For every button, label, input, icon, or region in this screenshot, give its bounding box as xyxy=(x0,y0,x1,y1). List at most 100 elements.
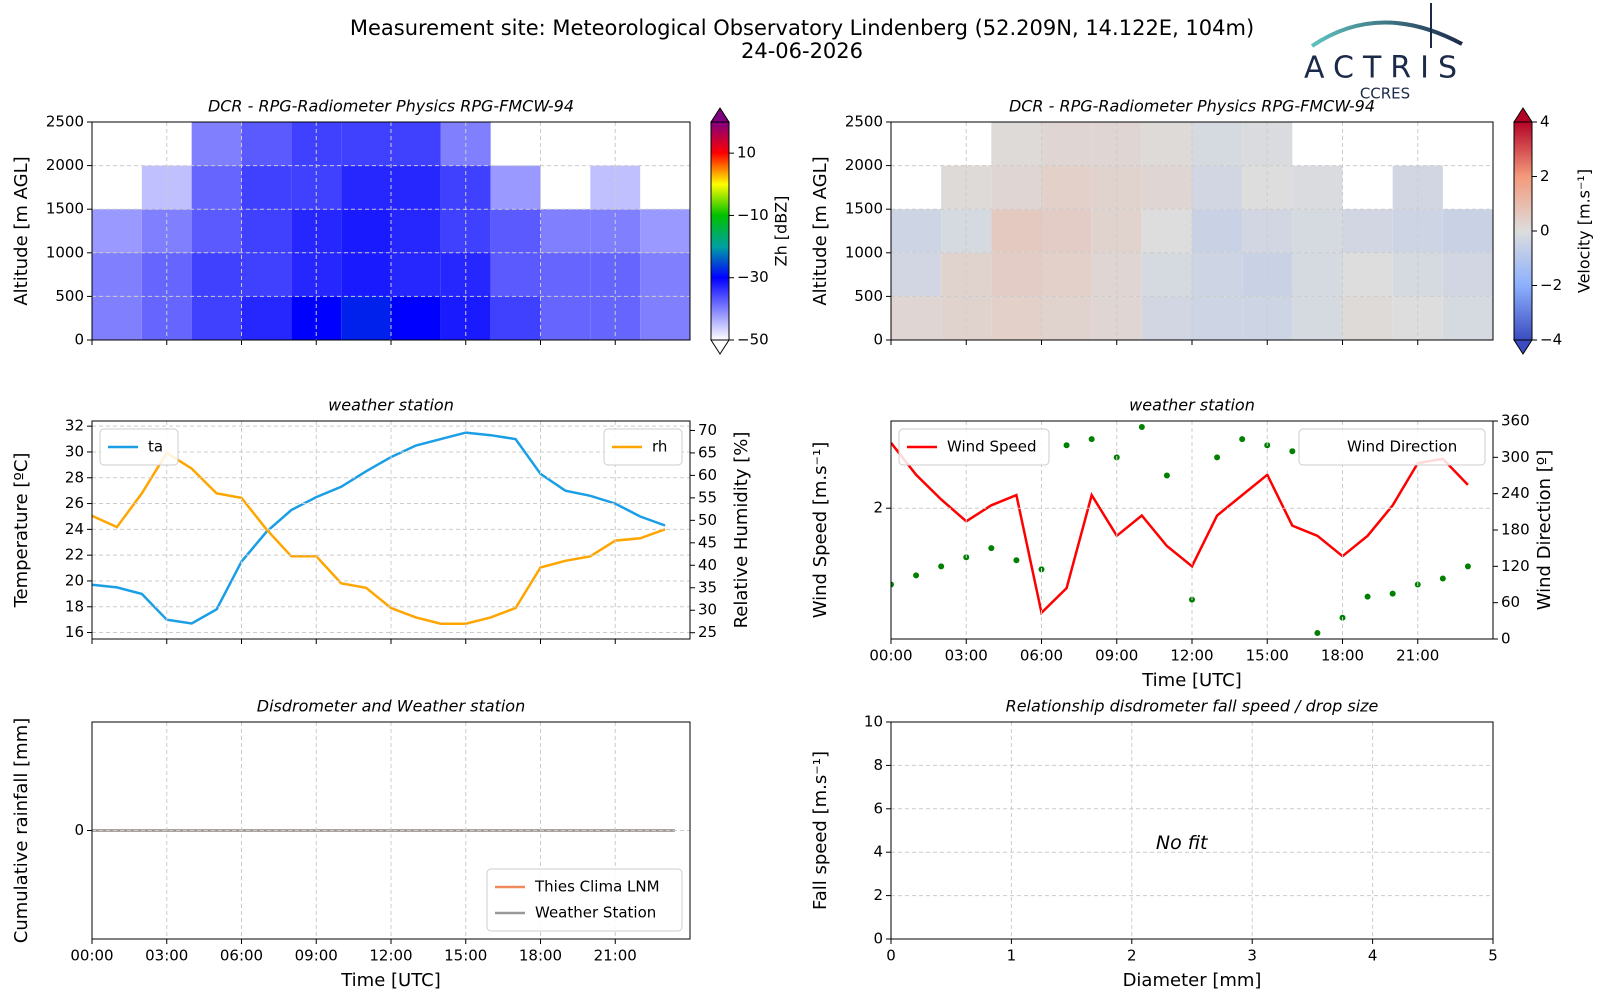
colorbar-tick-label: 10 xyxy=(737,144,756,162)
legend-box xyxy=(486,868,683,932)
y2-tick-label: 180 xyxy=(1501,521,1530,539)
colorbar-label: Velocity [m.s⁻¹] xyxy=(1575,169,1594,293)
data-point xyxy=(1063,442,1070,449)
logo-name: ACTRIS xyxy=(1304,51,1466,86)
colorbar-tick-label: −30 xyxy=(737,268,769,286)
heatmap-cell xyxy=(440,252,491,297)
x-tick-label: 00:00 xyxy=(869,647,912,665)
y-tick-label: 2 xyxy=(873,499,883,517)
panel-title: DCR - RPG-Radiometer Physics RPG-FMCW-94 xyxy=(208,97,574,116)
data-point xyxy=(913,572,920,579)
panel: weather station Temperature [ºC] Relative … xyxy=(11,396,752,644)
x-tick-label: 2 xyxy=(1127,947,1137,965)
heatmap-cell xyxy=(490,296,541,340)
legend: ta xyxy=(99,428,179,466)
heatmap-cell xyxy=(991,252,1042,297)
heatmap-cell xyxy=(540,209,591,253)
y2-tick-label: 120 xyxy=(1501,557,1530,575)
x-tick-label: 18:00 xyxy=(519,947,562,965)
y-tick-label: 2000 xyxy=(46,156,84,174)
x-tick-label: 03:00 xyxy=(945,647,988,665)
colorbar-tick-label: −4 xyxy=(1540,331,1562,349)
heatmap-cell xyxy=(1041,122,1092,166)
y-tick-label: 1000 xyxy=(46,243,84,261)
x-tick-label: 21:00 xyxy=(594,947,637,965)
heatmap-cell xyxy=(490,209,541,253)
legend-label: rh xyxy=(652,438,667,456)
heatmap-cell xyxy=(1342,296,1393,340)
x-tick-label: 00:00 xyxy=(70,947,113,965)
y2-tick-label: 300 xyxy=(1501,448,1530,466)
x-tick-label: 09:00 xyxy=(1095,647,1138,665)
heatmap-cell xyxy=(640,296,690,340)
heatmap-cell xyxy=(1091,252,1142,297)
heatmap-cell xyxy=(92,209,142,253)
y-tick-label: 4 xyxy=(873,843,883,861)
heatmap-cell xyxy=(1192,296,1243,340)
y-axis-label: Altitude [m AGL] xyxy=(810,156,831,305)
heatmap-cell xyxy=(1041,165,1092,210)
heatmap-cell xyxy=(391,252,441,297)
heatmap-cell xyxy=(141,252,192,297)
panel-title: weather station xyxy=(328,396,454,415)
heatmap-cell xyxy=(891,296,942,340)
axes-frame xyxy=(91,721,691,940)
legend-label: Wind Direction xyxy=(1347,438,1457,456)
y2-tick-label: 50 xyxy=(698,511,717,529)
data-point xyxy=(1163,472,1170,479)
heatmap-cell xyxy=(191,209,242,253)
y-tick-label: 2000 xyxy=(845,156,883,174)
x-tick-label: 3 xyxy=(1247,947,1257,965)
y-tick-label: 30 xyxy=(65,442,84,460)
y-tick-label: 1000 xyxy=(845,243,883,261)
heatmap-cell xyxy=(341,165,391,210)
heatmap-cell xyxy=(1292,296,1343,340)
axes-frame xyxy=(890,121,1494,341)
y-tick-label: 2 xyxy=(873,886,883,904)
y-tick-label: 8 xyxy=(873,756,883,774)
heatmap-cell xyxy=(391,122,441,166)
data-point xyxy=(1364,593,1371,600)
data-line xyxy=(92,451,666,625)
y-tick-label: 32 xyxy=(65,417,84,435)
x-tick-label: 5 xyxy=(1488,947,1498,965)
data-point xyxy=(1314,629,1321,636)
x-tick-label: 18:00 xyxy=(1321,647,1364,665)
heatmap-cell xyxy=(1192,209,1243,253)
y-axis-label: Wind Speed [m.s⁻¹] xyxy=(810,442,831,619)
data-layer xyxy=(891,424,1471,636)
heatmap-cell xyxy=(1192,165,1243,210)
legend-box xyxy=(603,428,683,466)
x-tick-label: 06:00 xyxy=(1020,647,1063,665)
heatmap-cell xyxy=(1192,252,1243,297)
x-tick-label: 06:00 xyxy=(220,947,263,965)
colorbar xyxy=(710,121,730,341)
logo: ACTRIS CCRES xyxy=(1304,3,1466,103)
data-point xyxy=(1289,448,1296,455)
heatmap-cell xyxy=(391,209,441,253)
data-layer xyxy=(92,431,666,625)
colorbar-tick-label: 2 xyxy=(1540,167,1550,185)
heatmap-cell xyxy=(241,165,292,210)
y2-tick-label: 70 xyxy=(698,421,717,439)
heatmap-cell xyxy=(191,296,242,340)
legend: Wind Speed xyxy=(898,428,1050,466)
heatmap-cell xyxy=(1442,252,1493,297)
heatmap-cell xyxy=(991,209,1042,253)
heatmap-cell xyxy=(92,296,142,340)
annotation: No fit xyxy=(1156,832,1209,854)
y-tick-label: 0 xyxy=(74,331,84,349)
y-tick-label: 20 xyxy=(65,571,84,589)
heatmap-cell xyxy=(1141,296,1192,340)
x-tick-label: 03:00 xyxy=(145,947,188,965)
heatmap-cell xyxy=(490,165,541,210)
heatmap-cell xyxy=(1041,209,1092,253)
x-axis-label: Diameter [mm] xyxy=(1123,970,1262,991)
heatmap-cell xyxy=(891,209,942,253)
heatmap-cell xyxy=(1442,296,1493,340)
y2-axis-label: Wind Direction [º] xyxy=(1534,450,1555,611)
heatmap-cell xyxy=(1192,122,1243,166)
axes-frame xyxy=(91,420,691,640)
y-tick-label: 6 xyxy=(873,799,883,817)
panel-title: Relationship disdrometer fall speed / dr… xyxy=(1006,697,1379,716)
